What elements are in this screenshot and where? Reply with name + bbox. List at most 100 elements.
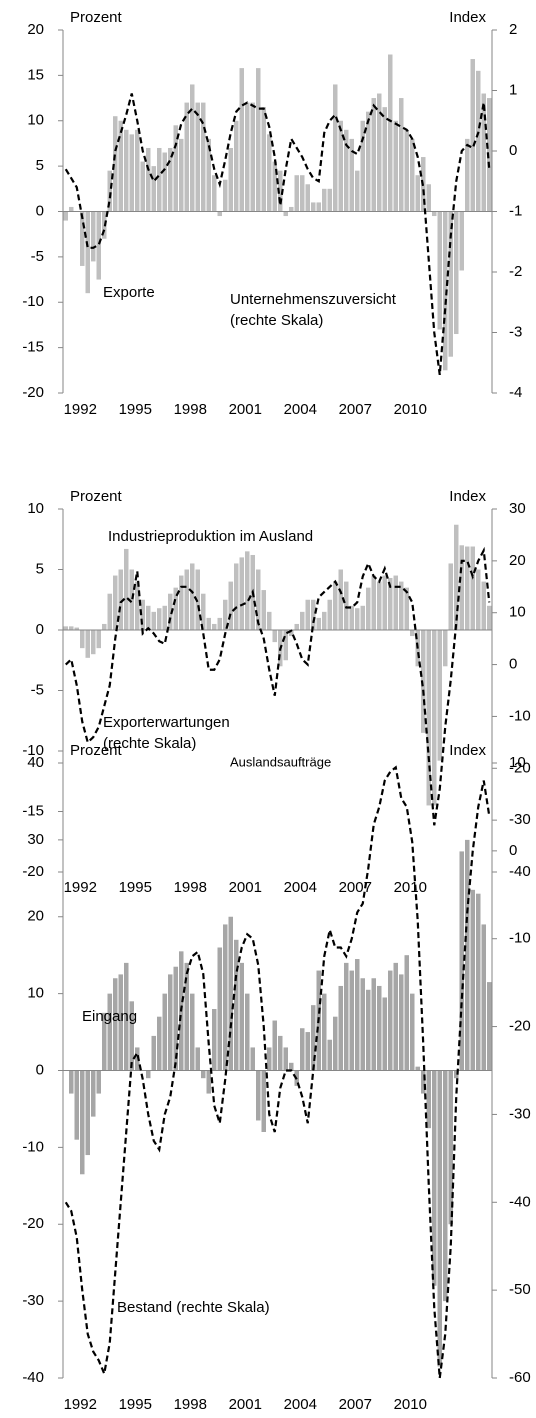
bar (102, 1012, 107, 1071)
y2-tick-label: -50 (509, 1281, 531, 1298)
bar (261, 107, 266, 212)
bar (91, 211, 96, 262)
bar (146, 605, 151, 630)
bar (360, 605, 365, 630)
bar (124, 129, 129, 212)
bar (465, 138, 470, 212)
y-tick-label: -20 (22, 863, 44, 880)
series-label: Exporterwartungen (rechte Skala) (103, 714, 230, 752)
y2-tick-label: -10 (509, 707, 531, 724)
bar (63, 626, 68, 630)
bar (63, 211, 68, 221)
bar (454, 524, 459, 630)
bar (228, 147, 233, 212)
bar (195, 1047, 200, 1071)
bar (261, 1070, 266, 1132)
bar (399, 974, 404, 1071)
y-tick-label: 5 (36, 157, 44, 174)
bar (239, 68, 244, 212)
bar (448, 211, 453, 357)
bar (168, 974, 173, 1071)
bar (206, 138, 211, 212)
bar (366, 587, 371, 630)
bar (212, 1009, 217, 1071)
bar (327, 188, 332, 212)
y2-tick-label: 2 (509, 21, 517, 38)
bar (327, 1039, 332, 1071)
bar (256, 1070, 261, 1121)
bar (443, 211, 448, 371)
bar (322, 188, 327, 212)
x-tick-label: 1998 (174, 401, 207, 418)
bar (432, 1070, 437, 1286)
bar (173, 587, 178, 630)
bar (366, 989, 371, 1071)
bar (476, 893, 481, 1071)
x-tick-label: 1992 (64, 879, 97, 896)
bar (355, 170, 360, 212)
bar (470, 59, 475, 212)
bar (437, 211, 442, 330)
bar (206, 617, 211, 630)
bar (74, 627, 79, 630)
bar (151, 166, 156, 212)
bar (283, 211, 288, 217)
y-tick-label: -30 (22, 1292, 44, 1309)
bar (212, 175, 217, 212)
bar (421, 630, 426, 733)
y2-tick-label: -30 (509, 811, 531, 828)
bar (245, 102, 250, 212)
bar (217, 617, 222, 630)
bar (454, 1070, 459, 1079)
y-tick-label: -40 (22, 1369, 44, 1386)
y-tick-label: 0 (36, 202, 44, 219)
bar (404, 129, 409, 212)
bar (393, 575, 398, 630)
bar (388, 577, 393, 630)
bar (157, 1016, 162, 1071)
left-axis-label: Prozent (70, 742, 123, 759)
bar (360, 978, 365, 1071)
y-tick-label: -10 (22, 293, 44, 310)
bar (448, 1070, 453, 1225)
bar (476, 70, 481, 212)
bar (454, 211, 459, 335)
y2-tick-label: -4 (509, 384, 522, 401)
bar (344, 129, 349, 212)
bar (410, 630, 415, 637)
bar (118, 569, 123, 630)
x-tick-label: 2004 (284, 401, 317, 418)
bar (278, 170, 283, 212)
bar (404, 587, 409, 630)
bar (470, 889, 475, 1071)
y-tick-label: 10 (27, 112, 44, 129)
y2-tick-label: 1 (509, 81, 517, 98)
y2-tick-label: -20 (509, 759, 531, 776)
bar (360, 120, 365, 212)
bar (69, 626, 74, 630)
x-tick-label: 2004 (284, 1396, 317, 1413)
y2-tick-label: -30 (509, 1105, 531, 1122)
bar (228, 916, 233, 1071)
bar (234, 120, 239, 212)
x-tick-label: 1992 (64, 1396, 97, 1413)
bar (344, 962, 349, 1071)
y2-tick-label: -10 (509, 930, 531, 947)
bar (80, 1070, 85, 1175)
y-tick-label: 30 (27, 831, 44, 848)
y-tick-label: 20 (27, 21, 44, 38)
bar (201, 102, 206, 212)
bar (305, 184, 310, 212)
bar (179, 138, 184, 212)
bar (410, 993, 415, 1071)
series-label: Exporte (103, 284, 155, 301)
right-axis-label: Index (449, 742, 486, 759)
bar (349, 138, 354, 212)
bar (223, 179, 228, 212)
bar (190, 84, 195, 212)
y2-tick-label: 10 (509, 604, 526, 621)
bar (85, 630, 90, 658)
bar (107, 593, 112, 630)
